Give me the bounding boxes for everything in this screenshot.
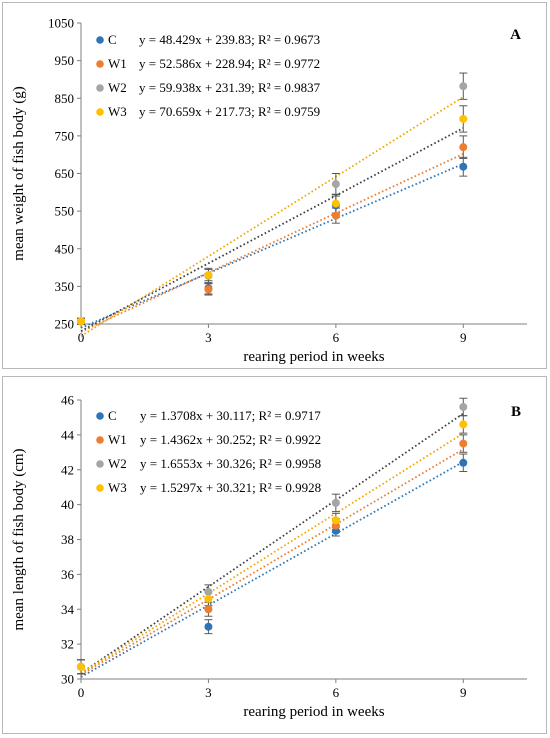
- trendline-c: [80, 163, 464, 329]
- legend-marker-w1: [96, 60, 104, 68]
- legend-marker-w2: [96, 84, 104, 92]
- data-point-w2: [459, 82, 468, 91]
- trendline-w3: [80, 96, 464, 337]
- legend-marker-w3: [96, 484, 104, 492]
- y-tick-label: 44: [61, 427, 75, 442]
- trendline-w1: [80, 153, 464, 333]
- trend-equation-w2: y = 1.6553x + 30.326; R² = 0.9958: [140, 456, 321, 471]
- data-point-w2: [331, 180, 340, 189]
- data-point-w3: [77, 662, 85, 671]
- data-point-c: [459, 458, 468, 467]
- x-axis-label: rearing period in weeks: [243, 349, 384, 365]
- data-point-w2: [459, 402, 468, 411]
- data-point-w1: [459, 143, 468, 152]
- y-tick-label: 32: [61, 637, 74, 652]
- y-tick-label: 850: [55, 91, 75, 106]
- x-tick-label: 0: [78, 330, 85, 345]
- y-tick-label: 34: [61, 602, 75, 617]
- y-tick-label: 38: [61, 532, 74, 547]
- legend-label-w2: W2: [108, 80, 127, 95]
- y-axis-label: mean length of fish body (cm): [11, 448, 27, 630]
- y-tick-label: 40: [61, 497, 74, 512]
- data-point-w1: [459, 439, 468, 448]
- data-point-w2: [204, 587, 213, 596]
- trendline-w3: [80, 432, 464, 675]
- y-tick-label: 350: [55, 279, 75, 294]
- data-point-w3: [77, 317, 85, 326]
- trend-equation-w1: y = 1.4362x + 30.252; R² = 0.9922: [140, 432, 321, 447]
- legend-label-w3: W3: [108, 480, 127, 495]
- x-tick-label: 0: [78, 685, 85, 700]
- trend-equation-c: y = 48.429x + 239.83; R² = 0.9673: [139, 32, 320, 47]
- y-tick-label: 250: [55, 317, 75, 332]
- y-tick-label: 750: [55, 128, 75, 143]
- legend-label-w1: W1: [108, 56, 127, 71]
- trendline-c: [80, 461, 464, 678]
- data-point-w3: [331, 199, 340, 208]
- data-point-w1: [204, 285, 213, 294]
- y-tick-label: 950: [55, 53, 75, 68]
- x-tick-label: 3: [205, 330, 212, 345]
- chart-panel-b: 30 32 34 36 38 40 42 44 46 0 3 6 9 rearing period in …: [2, 376, 547, 734]
- legend-marker-w2: [96, 460, 104, 468]
- x-tick-label: 9: [460, 330, 467, 345]
- y-tick-label: 30: [61, 672, 74, 687]
- data-point-w1: [331, 211, 340, 220]
- y-tick-label: 1050: [48, 16, 74, 31]
- y-tick-label: 550: [55, 204, 75, 219]
- chart-panel-a: 250 350 450 550 650 750 850 950 1050 0 3 6 9 rearing …: [2, 2, 547, 369]
- trend-equation-w3: y = 70.659x + 217.73; R² = 0.9759: [139, 104, 320, 119]
- legend-marker-c: [96, 412, 104, 420]
- x-tick-label: 6: [333, 330, 340, 345]
- x-tick-label: 6: [333, 685, 340, 700]
- y-tick-label: 650: [55, 166, 75, 181]
- legend-marker-c: [96, 36, 104, 44]
- data-point-w3: [459, 420, 468, 429]
- legend-label-w1: W1: [108, 432, 127, 447]
- trend-equation-c: y = 1.3708x + 30.117; R² = 0.9717: [140, 408, 321, 423]
- x-tick-label: 3: [205, 685, 212, 700]
- data-point-c: [204, 622, 213, 631]
- trend-equation-w2: y = 59.938x + 231.39; R² = 0.9837: [139, 80, 321, 95]
- chart-a-svg: 250 350 450 550 650 750 850 950 1050 0 3 6 9 rearing …: [11, 16, 527, 365]
- y-tick-label: 450: [55, 241, 75, 256]
- x-tick-label: 9: [460, 685, 467, 700]
- panel-label: B: [511, 404, 521, 420]
- trend-equation-w3: y = 1.5297x + 30.321; R² = 0.9928: [140, 480, 321, 495]
- data-point-w1: [204, 605, 213, 614]
- data-point-w3: [204, 594, 213, 603]
- y-axis-label: mean weight of fish body (g): [11, 86, 27, 261]
- data-point-w3: [204, 271, 213, 280]
- y-tick-label: 36: [61, 567, 75, 582]
- data-point-w2: [331, 498, 340, 507]
- legend-label-w3: W3: [108, 104, 127, 119]
- data-point-w3: [459, 114, 468, 123]
- legend-label-c: C: [108, 32, 117, 47]
- y-tick-label: 46: [61, 393, 75, 408]
- panel-label: A: [510, 27, 521, 43]
- trend-equation-w1: y = 52.586x + 228.94; R² = 0.9772: [139, 56, 320, 71]
- legend-marker-w1: [96, 436, 104, 444]
- data-point-w3: [331, 516, 340, 525]
- x-axis-label: rearing period in weeks: [243, 704, 384, 720]
- legend-marker-w3: [96, 108, 104, 116]
- legend-label-w2: W2: [108, 456, 127, 471]
- legend-label-c: C: [108, 408, 117, 423]
- y-tick-label: 42: [61, 462, 74, 477]
- trendline-w2: [80, 412, 464, 675]
- trendline-w2: [80, 127, 464, 332]
- data-point-c: [459, 162, 468, 171]
